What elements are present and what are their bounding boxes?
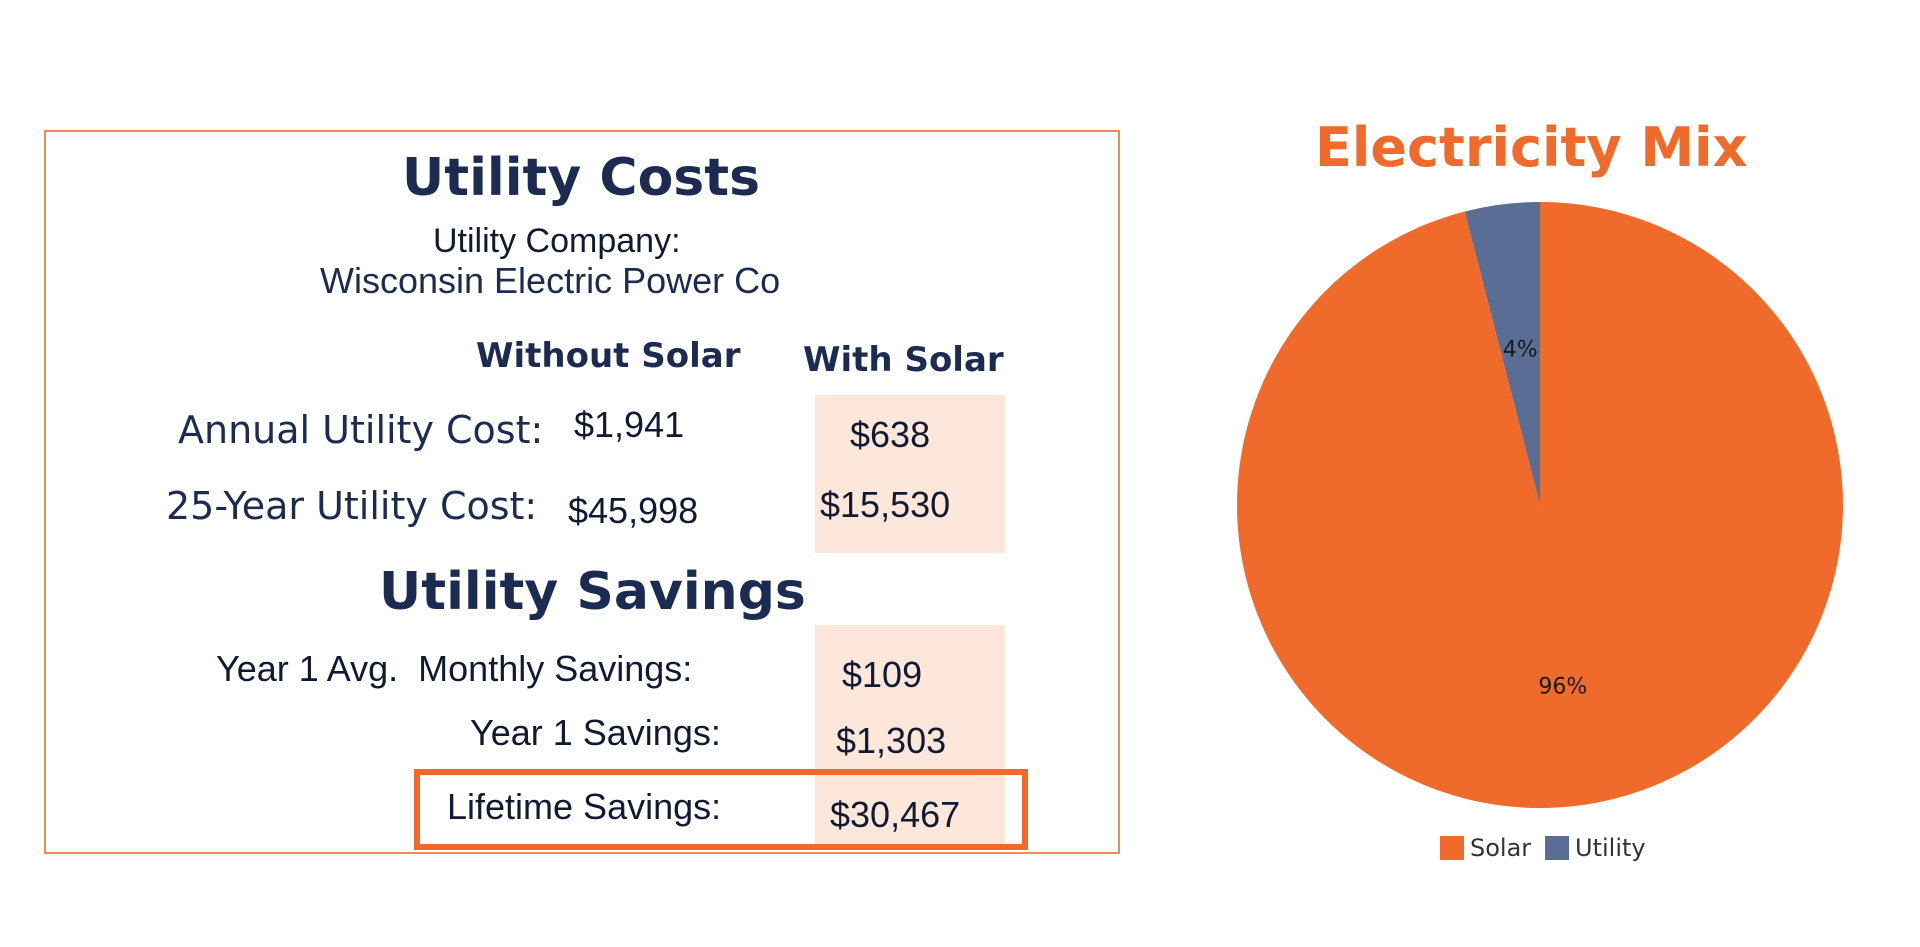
year1-savings-value: $1,303 [836, 720, 947, 761]
pie-label-utility: 4% [1503, 338, 1538, 363]
25-year-cost-without-solar: $45,998 [568, 490, 699, 531]
column-header-with-solar: With Solar [803, 340, 1004, 380]
pie-labels: 4% 96% [1503, 338, 1587, 700]
pie-label-solar: 96% [1538, 674, 1587, 699]
utility-costs-panel [44, 130, 1120, 854]
pie-slice-utility [1464, 202, 1540, 505]
with-solar-savings-highlight [815, 625, 1005, 850]
utility-costs-title: Utility Costs [402, 148, 761, 208]
pie-slice-solar [1237, 202, 1843, 808]
lifetime-savings-value: $30,467 [830, 794, 961, 835]
annual-cost-without-solar: $1,941 [574, 404, 685, 445]
lifetime-savings-highlight-box [414, 769, 1028, 850]
year1-monthly-savings-value: $109 [842, 654, 923, 695]
utility-savings-title: Utility Savings [379, 562, 806, 622]
pie-slices [1237, 202, 1843, 808]
25-year-cost-with-solar: $15,530 [820, 484, 951, 525]
column-header-without-solar: Without Solar [476, 336, 741, 376]
chart-title: Electricity Mix [1315, 116, 1748, 179]
with-solar-cost-highlight [815, 395, 1005, 553]
utility-company-name: Wisconsin Electric Power Co [320, 260, 781, 301]
year1-monthly-savings-label: Year 1 Avg. Monthly Savings: [216, 648, 693, 689]
lifetime-savings-label: Lifetime Savings: [447, 786, 722, 827]
25-year-utility-cost-label: 25-Year Utility Cost: [166, 484, 538, 528]
year1-savings-label: Year 1 Savings: [470, 712, 721, 753]
legend-swatch-utility [1545, 836, 1569, 860]
legend-swatch-solar [1440, 836, 1464, 860]
legend-label-solar: Solar [1470, 834, 1532, 862]
electricity-mix-pie-chart: 4% 96% [1237, 202, 1843, 808]
utility-company-label: Utility Company: [433, 222, 681, 260]
legend-label-utility: Utility [1575, 834, 1646, 862]
annual-cost-with-solar: $638 [850, 414, 931, 455]
annual-utility-cost-label: Annual Utility Cost: [178, 408, 544, 452]
